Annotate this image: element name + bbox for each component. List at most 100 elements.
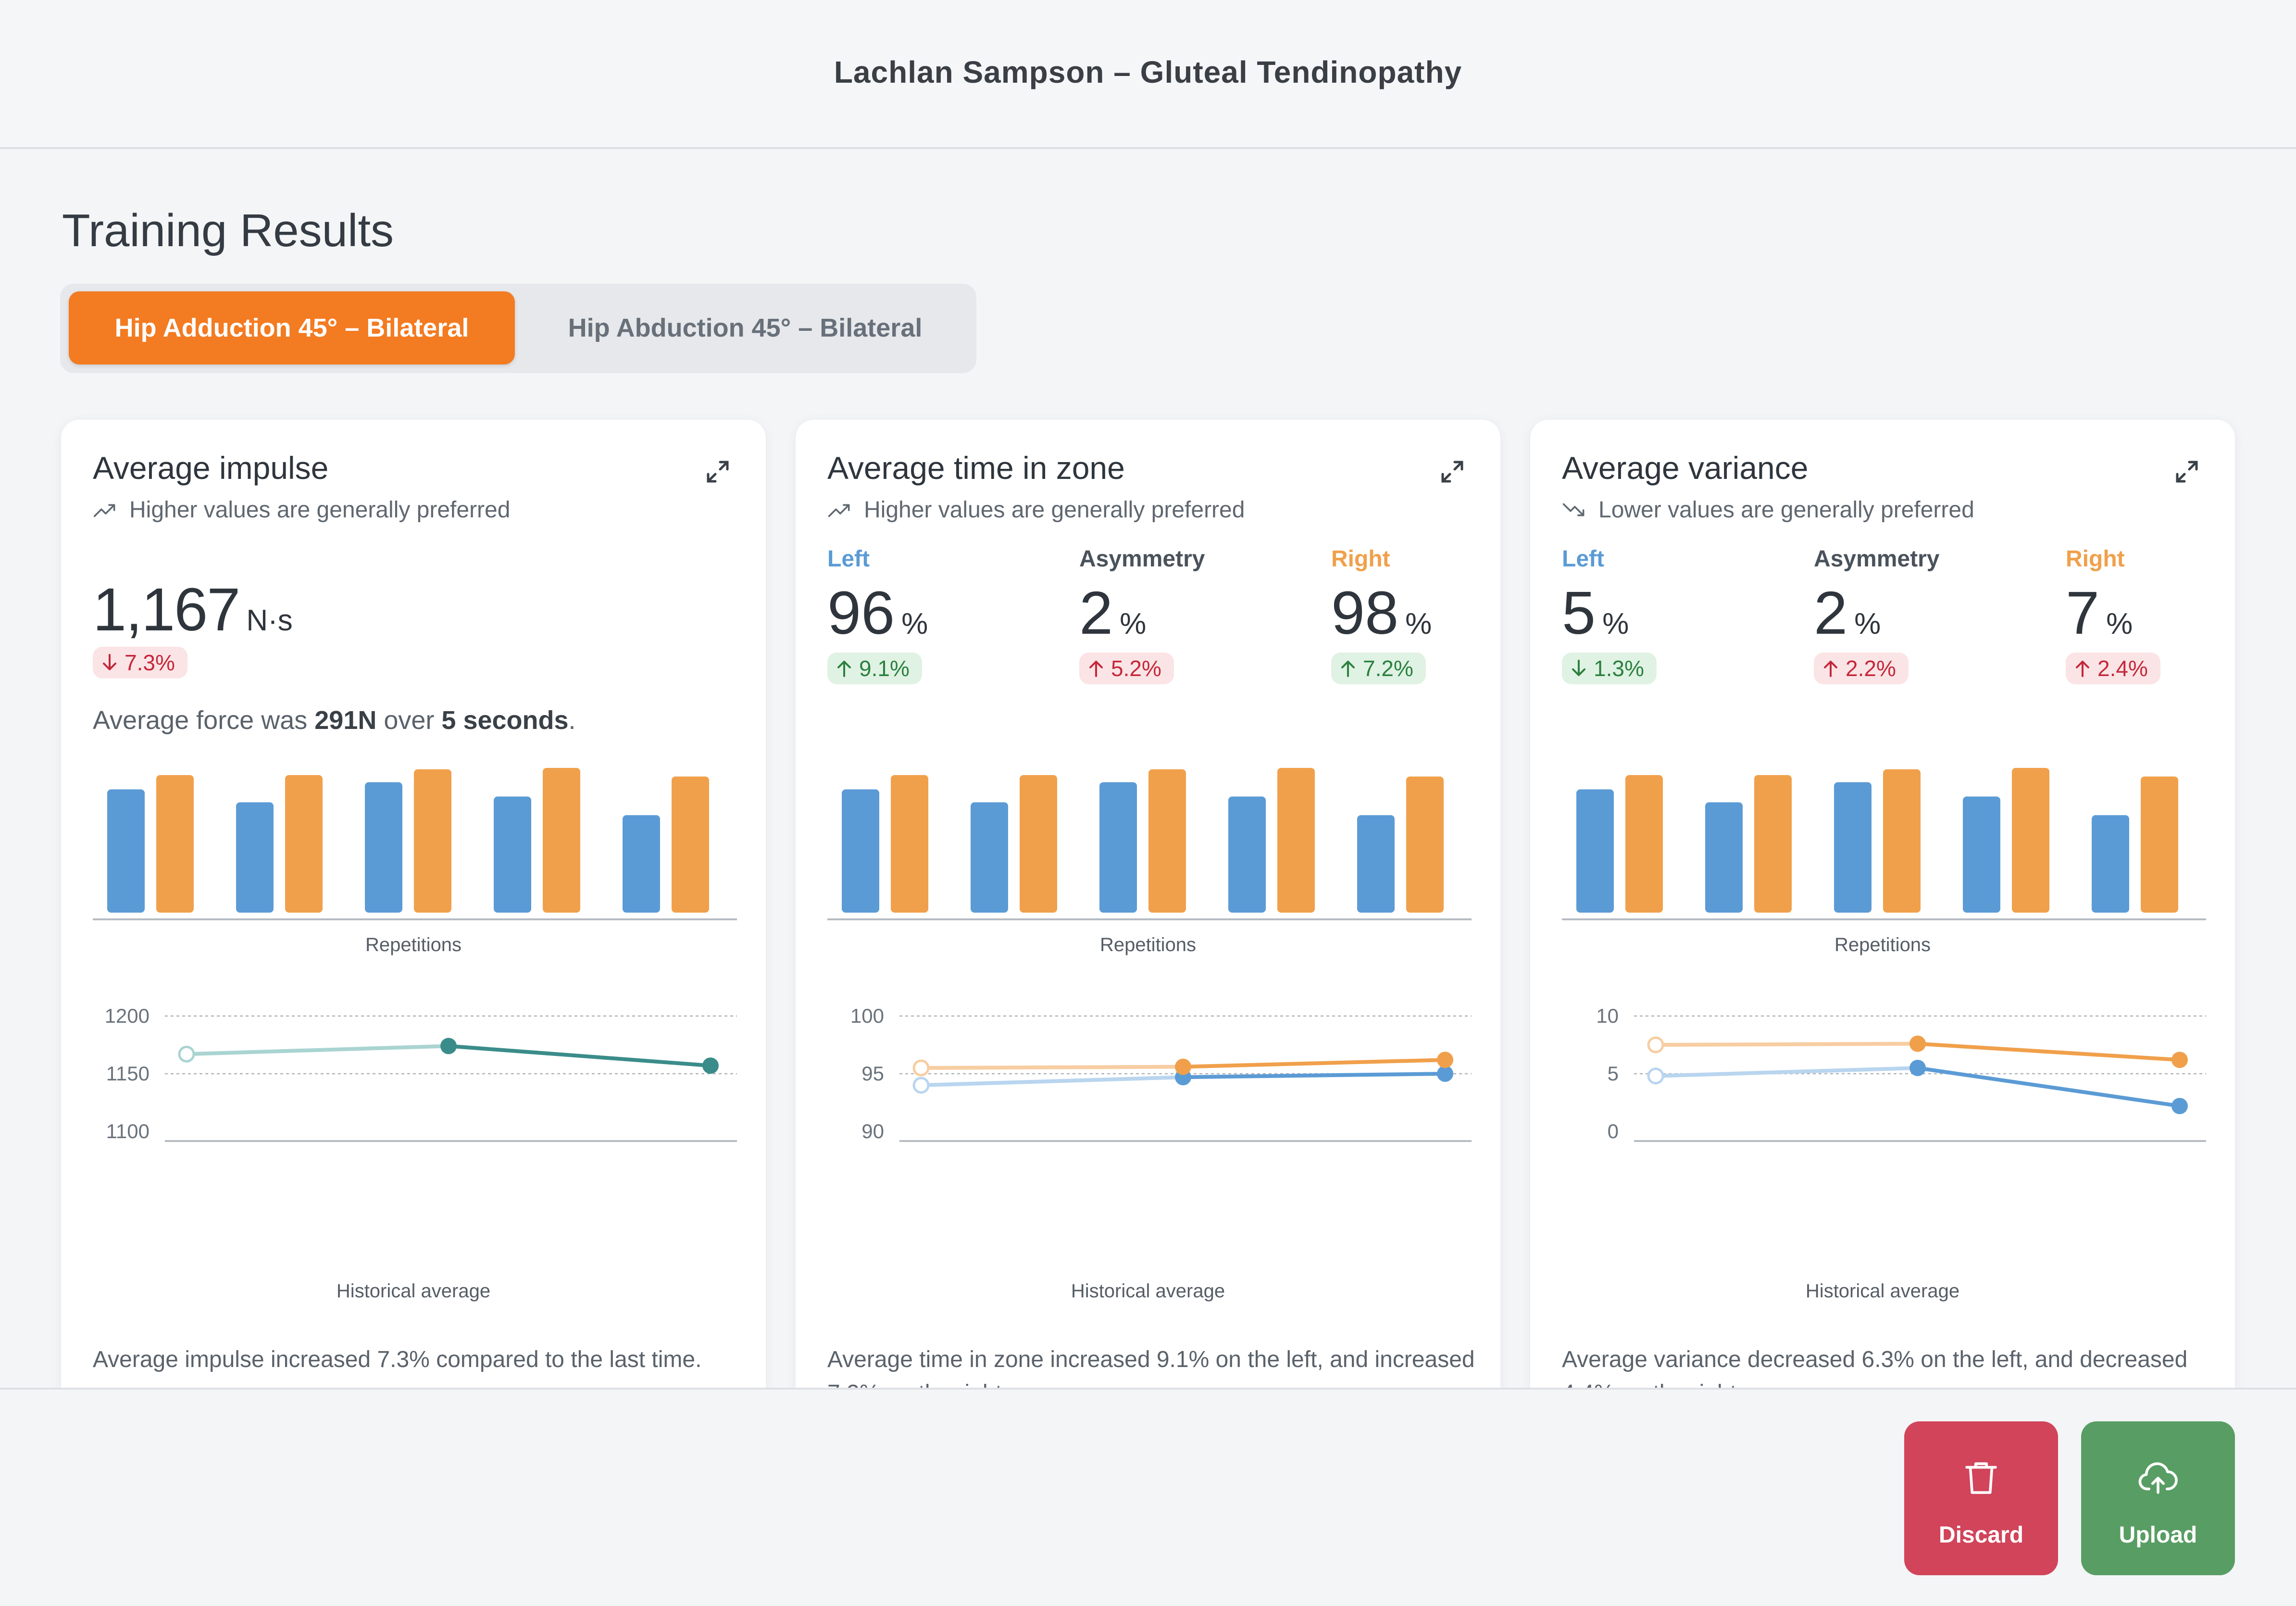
variance-card: Average variance Lower values are genera… [1530, 420, 2235, 1468]
point-right-2 [1175, 1058, 1191, 1075]
history-segment-right [1654, 1041, 1920, 1047]
asymmetry-label: Asymmetry [1079, 546, 1205, 572]
bar-right-rep-5 [2141, 776, 2178, 913]
asymmetry-stat: Asymmetry 2 % 2.2% [1814, 546, 2006, 684]
arrow-up-icon [1824, 661, 1837, 677]
bar-right-rep-2 [285, 775, 323, 913]
hint-text: Higher values are generally preferred [864, 497, 1245, 523]
preference-hint: Higher values are generally preferred [93, 497, 510, 523]
bar-right-rep-2 [1020, 775, 1057, 913]
bars-axis-label: Repetitions [1099, 934, 1197, 955]
y-tick-label: 95 [861, 1062, 884, 1085]
force-summary: Average force was 291N over 5 seconds. [93, 705, 576, 735]
bar-left-rep-5 [623, 815, 660, 913]
bar-left-rep-3 [1834, 782, 1872, 913]
right-change-badge: 2.4% [2066, 652, 2160, 684]
change-value: 9.1% [859, 656, 910, 681]
point-right-3 [2171, 1052, 2188, 1068]
bar-left-rep-2 [971, 802, 1008, 913]
impulse-value: 1,167 N·s [93, 575, 293, 644]
point-impulse-2 [440, 1038, 457, 1054]
bar-left-rep-3 [365, 782, 402, 913]
point-right-3 [1437, 1052, 1453, 1068]
y-tick-label: 10 [1596, 1004, 1619, 1027]
bar-left-rep-3 [1099, 782, 1137, 913]
change-value: 7.3% [125, 650, 175, 675]
right-number: 98 [1331, 579, 1399, 647]
left-value: 96 % [827, 578, 1020, 648]
y-tick-label: 0 [1608, 1120, 1619, 1142]
y-tick-label: 100 [850, 1004, 884, 1027]
right-label: Right [1331, 546, 1390, 572]
tab-hip-adduction[interactable]: Hip Adduction 45° – Bilateral [69, 291, 515, 364]
bar-right-rep-1 [1625, 775, 1663, 913]
bar-left-rep-4 [1228, 796, 1266, 913]
bar-right-rep-4 [1277, 767, 1315, 913]
y-tick-label: 1100 [106, 1120, 150, 1142]
historical-line-chart: 10 5 0 [1596, 1004, 2206, 1142]
point-left-3 [2171, 1098, 2188, 1115]
left-unit: % [1602, 607, 1629, 640]
cloud-upload-icon [2138, 1462, 2178, 1494]
left-label: Left [827, 546, 870, 572]
right-change-badge: 7.2% [1331, 652, 1426, 684]
asymmetry-label: Asymmetry [1814, 546, 1940, 572]
trending-up-icon [828, 504, 850, 517]
y-tick-label: 5 [1608, 1062, 1619, 1085]
discard-button[interactable]: Discard [1904, 1421, 2058, 1575]
right-value: 98 % [1331, 578, 1523, 648]
left-value: 5 % [1562, 578, 1754, 648]
bar-left-rep-1 [842, 789, 879, 913]
point-impulse-1 [178, 1045, 195, 1063]
tab-hip-abduction[interactable]: Hip Abduction 45° – Bilateral [568, 314, 923, 342]
left-number: 5 [1562, 579, 1596, 647]
change-value: 5.2% [1111, 656, 1161, 681]
summary-text: . [568, 706, 576, 735]
impulse-number: 1,167 [93, 576, 240, 643]
arrow-down-icon [1572, 660, 1585, 676]
expand-icon[interactable] [1438, 457, 1467, 486]
expand-icon[interactable] [2172, 457, 2201, 486]
right-stat: Right 98 % 7.2% [1331, 546, 1523, 684]
y-tick-label: 1150 [106, 1062, 150, 1085]
action-footer: Discard Upload [0, 1388, 2296, 1606]
bar-left-rep-4 [1963, 796, 2000, 913]
duration-value: 5 seconds [441, 706, 569, 735]
left-stat: Left 96 % 9.1% [827, 546, 1020, 684]
left-stat: Left 5 % 1.3% [1562, 546, 1754, 684]
impulse-card: Average impulse Higher values are genera… [61, 420, 766, 1468]
change-value: 1.3% [1594, 656, 1644, 681]
right-number: 7 [2066, 579, 2100, 647]
bar-right-rep-5 [1406, 776, 1444, 913]
bars-axis-label: Repetitions [365, 934, 462, 955]
asymmetry-unit: % [1120, 607, 1147, 640]
bar-left-rep-1 [1576, 789, 1614, 913]
expand-icon[interactable] [703, 457, 732, 486]
history-segment-impulse [185, 1044, 450, 1056]
trash-icon [1965, 1462, 1997, 1494]
bar-left-rep-5 [2092, 815, 2129, 913]
asymmetry-change-badge: 2.2% [1814, 652, 1909, 684]
upload-button[interactable]: Upload [2081, 1421, 2235, 1575]
right-unit: % [1405, 607, 1432, 640]
trending-down-icon [1562, 503, 1585, 516]
bar-right-rep-4 [543, 767, 580, 913]
point-right-1 [912, 1059, 930, 1077]
asymmetry-unit: % [1854, 607, 1881, 640]
preference-hint: Lower values are generally preferred [1562, 497, 1974, 523]
repetitions-bar-chart [93, 767, 737, 920]
recent-segment-right [1916, 1041, 2182, 1062]
hint-text: Higher values are generally preferred [129, 497, 511, 523]
bar-left-rep-5 [1357, 815, 1395, 913]
asymmetry-change-badge: 5.2% [1079, 652, 1174, 684]
discard-label: Discard [1938, 1522, 2024, 1548]
asymmetry-number: 2 [1814, 579, 1848, 647]
line-axis-label: Historical average [1071, 1280, 1225, 1302]
left-unit: % [901, 607, 928, 640]
arrow-up-icon [1341, 661, 1355, 677]
bar-left-rep-4 [494, 796, 531, 913]
page-title: Training Results [62, 205, 394, 256]
impulse-unit: N·s [246, 604, 293, 637]
card-title: Average impulse [93, 450, 329, 486]
y-tick-label: 90 [861, 1120, 884, 1142]
